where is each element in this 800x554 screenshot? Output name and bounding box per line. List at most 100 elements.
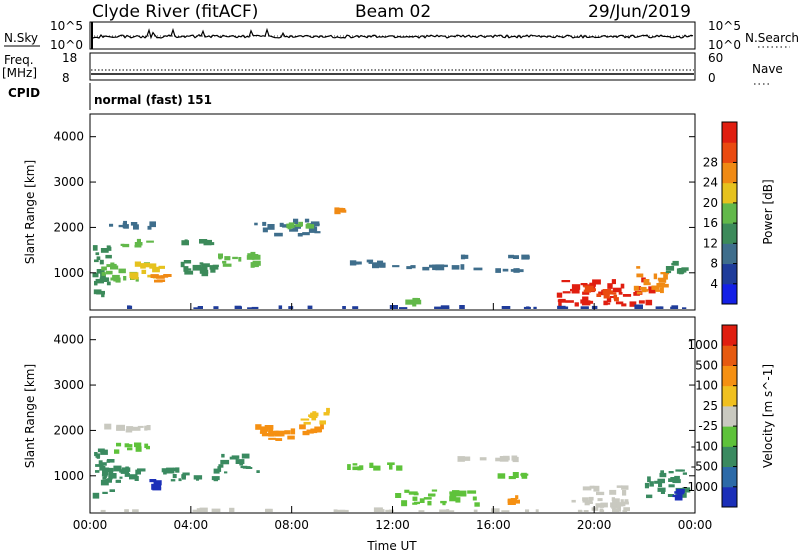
echo-cell xyxy=(105,254,112,259)
echo-cell xyxy=(612,501,617,507)
echo-cell xyxy=(655,289,663,292)
echo-cell xyxy=(134,261,141,267)
echo-cell xyxy=(525,509,530,512)
echo-cell xyxy=(422,266,430,271)
echo-cell xyxy=(95,464,104,467)
echo-cell xyxy=(165,468,175,474)
echo-cell xyxy=(337,207,344,212)
echo-cell xyxy=(599,504,605,508)
echo-cell xyxy=(107,478,112,483)
echo-cell xyxy=(565,300,574,303)
echo-cell xyxy=(125,466,129,470)
echo-cell xyxy=(320,424,324,430)
echo-cell xyxy=(106,459,115,463)
echo-cell xyxy=(238,257,242,262)
echo-cell xyxy=(634,304,643,309)
echo-cell xyxy=(266,508,272,512)
echo-cell xyxy=(130,222,138,226)
echo-cell xyxy=(609,296,617,298)
echo-cell xyxy=(123,276,127,281)
echo-cell xyxy=(459,305,465,309)
velocity-data-marks xyxy=(92,407,691,512)
echo-cell xyxy=(184,270,194,275)
echo-cell xyxy=(615,301,624,305)
echo-cell xyxy=(124,443,130,448)
echo-cell xyxy=(222,263,232,267)
echo-cell xyxy=(513,255,519,259)
echo-region xyxy=(104,423,151,433)
echo-region xyxy=(334,207,347,215)
echo-cell xyxy=(562,291,571,294)
echo-cell xyxy=(129,474,138,480)
echo-cell xyxy=(660,470,664,474)
echo-cell xyxy=(240,465,248,469)
echo-cell xyxy=(104,423,112,430)
echo-cell xyxy=(612,498,620,503)
echo-cell xyxy=(262,221,267,226)
noise-panel-frame xyxy=(89,21,696,50)
echo-cell xyxy=(307,305,313,309)
echo-region xyxy=(349,259,400,269)
echo-cell xyxy=(582,296,589,302)
cpid-panel: CPID normal (fast) 151 xyxy=(8,83,212,110)
echo-cell xyxy=(340,509,349,512)
echo-cell xyxy=(507,499,516,505)
echo-cell xyxy=(515,495,519,499)
echo-cell xyxy=(122,243,130,248)
echo-cell xyxy=(580,283,588,286)
echo-cell xyxy=(668,471,674,474)
echo-cell xyxy=(369,462,374,468)
echo-cell xyxy=(319,420,326,425)
colorbar-tick-label: 4 xyxy=(710,277,718,291)
y-tick-label: 1000 xyxy=(53,469,84,483)
echo-cell xyxy=(136,238,141,245)
echo-cell xyxy=(508,476,516,480)
echo-cell xyxy=(313,429,322,432)
y-tick-label: 4000 xyxy=(53,130,84,144)
echo-cell xyxy=(412,496,418,501)
echo-cell xyxy=(406,266,412,270)
echo-cell xyxy=(201,263,210,268)
echo-cell xyxy=(668,484,675,488)
echo-cell xyxy=(149,479,157,483)
echo-cell xyxy=(129,272,139,278)
echo-region xyxy=(406,264,483,271)
echo-cell xyxy=(561,280,571,283)
echo-cell xyxy=(100,274,105,279)
freq-label-line2: [MHz] xyxy=(2,66,37,80)
power-colorbar-label: Power [dB] xyxy=(761,179,775,244)
echo-cell xyxy=(508,254,514,259)
echo-cell xyxy=(616,485,623,488)
echo-cell xyxy=(373,465,381,471)
echo-cell xyxy=(156,275,165,279)
echo-cell xyxy=(99,259,104,265)
echo-cell xyxy=(101,474,108,477)
echo-cell xyxy=(462,456,471,461)
echo-cell xyxy=(92,245,98,251)
colorbar-segment xyxy=(722,405,737,427)
echo-cell xyxy=(472,496,477,501)
echo-region xyxy=(255,424,324,441)
echo-cell xyxy=(580,299,586,304)
echo-cell xyxy=(636,273,644,278)
echo-cell xyxy=(135,469,141,475)
echo-cell xyxy=(614,297,619,302)
y-tick-label: 2000 xyxy=(53,423,84,437)
echo-cell xyxy=(682,487,690,491)
echo-cell xyxy=(311,417,317,421)
echo-cell xyxy=(603,293,610,299)
y-tick-label: 3000 xyxy=(53,378,84,392)
colorbar-tick-label: 16 xyxy=(703,216,718,230)
echo-cell xyxy=(143,262,150,268)
echo-cell xyxy=(661,283,669,288)
echo-cell xyxy=(341,209,347,213)
echo-cell xyxy=(452,490,460,495)
echo-cell xyxy=(658,481,663,487)
echo-cell xyxy=(229,456,238,460)
echo-cell xyxy=(201,271,209,277)
echo-cell xyxy=(334,211,341,215)
colorbar-segment xyxy=(722,283,737,305)
echo-cell xyxy=(657,478,665,484)
echo-cell xyxy=(598,291,607,296)
echo-cell xyxy=(412,502,418,505)
